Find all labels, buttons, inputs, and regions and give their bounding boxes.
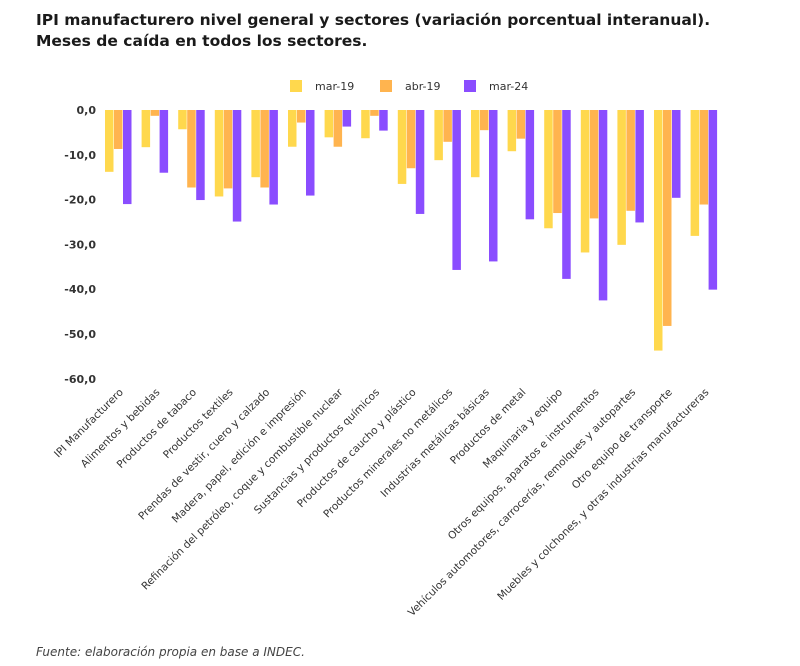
bar-mar-24 (562, 110, 571, 279)
bar-mar-19 (361, 110, 370, 139)
bar-mar-19 (654, 110, 663, 351)
bar-abr-19 (480, 110, 489, 131)
y-tick-label: -60,0 (64, 373, 96, 386)
bar-mar-24 (123, 110, 132, 205)
legend-label: mar-24 (489, 80, 528, 93)
bar-mar-19 (434, 110, 443, 161)
bar-mar-24 (159, 110, 169, 173)
legend-swatch (380, 80, 392, 92)
bar-mar-19 (471, 110, 480, 178)
bar-mar-19 (251, 110, 260, 178)
legend-swatch (464, 80, 476, 92)
bar-mar-24 (269, 110, 278, 205)
bar-mar-24 (489, 110, 498, 262)
bar-abr-19 (699, 110, 709, 205)
legend-label: mar-19 (315, 80, 354, 93)
bar-abr-19 (663, 110, 672, 326)
y-tick-label: -10,0 (64, 149, 96, 162)
category-label: Prendas de vestir, cuero y calzado (136, 386, 272, 522)
bar-mar-24 (452, 110, 461, 270)
bar-abr-19 (626, 110, 635, 211)
bar-mar-24 (379, 110, 388, 131)
bar-abr-19 (443, 110, 452, 142)
bar-abr-19 (260, 110, 269, 188)
bar-mar-24 (306, 110, 315, 196)
bar-mar-19 (178, 110, 187, 130)
bar-abr-19 (297, 110, 306, 123)
bar-mar-19 (324, 110, 334, 138)
bar-mar-19 (397, 110, 407, 184)
y-tick-label: -30,0 (64, 238, 96, 251)
y-tick-label: -40,0 (64, 283, 96, 296)
bar-mar-19 (507, 110, 517, 152)
bar-mar-19 (105, 110, 114, 172)
bar-mar-19 (580, 110, 590, 253)
bar-abr-19 (223, 110, 233, 189)
legend-label: abr-19 (405, 80, 441, 93)
bar-abr-19 (333, 110, 343, 147)
bar-mar-24 (672, 110, 681, 198)
bar-mar-24 (196, 110, 205, 201)
chart-title: IPI manufacturero nivel general y sector… (36, 11, 711, 50)
category-label: IPI Manufacturero (52, 386, 126, 460)
bar-mar-19 (617, 110, 626, 245)
y-tick-label: 0,0 (77, 104, 97, 117)
bar-mar-19 (141, 110, 151, 148)
bar-abr-19 (114, 110, 123, 149)
bar-abr-19 (187, 110, 196, 188)
bar-abr-19 (553, 110, 562, 214)
bar-abr-19 (150, 110, 160, 116)
bar-mar-19 (288, 110, 297, 147)
bar-mar-19 (690, 110, 700, 236)
bar-mar-19 (214, 110, 224, 197)
legend-swatch (290, 80, 302, 92)
bar-mar-24 (525, 110, 535, 220)
bar-mar-24 (708, 110, 718, 290)
y-tick-label: -50,0 (64, 328, 96, 341)
category-label: Productos minerales no metálicos (321, 386, 455, 520)
bar-abr-19 (406, 110, 416, 169)
category-label: Productos textiles (161, 386, 236, 461)
bar-abr-19 (589, 110, 599, 219)
bar-mar-24 (342, 110, 352, 127)
bar-mar-24 (232, 110, 242, 222)
bar-mar-19 (544, 110, 553, 229)
bar-abr-19 (370, 110, 379, 116)
bar-abr-19 (516, 110, 526, 139)
category-label: Madera, papel, edición e impresión (170, 386, 309, 525)
chart-source: Fuente: elaboración propia en base a IND… (36, 645, 305, 659)
y-tick-label: -20,0 (64, 194, 96, 207)
bar-mar-24 (598, 110, 608, 301)
bar-mar-24 (635, 110, 644, 223)
bar-mar-24 (415, 110, 425, 214)
